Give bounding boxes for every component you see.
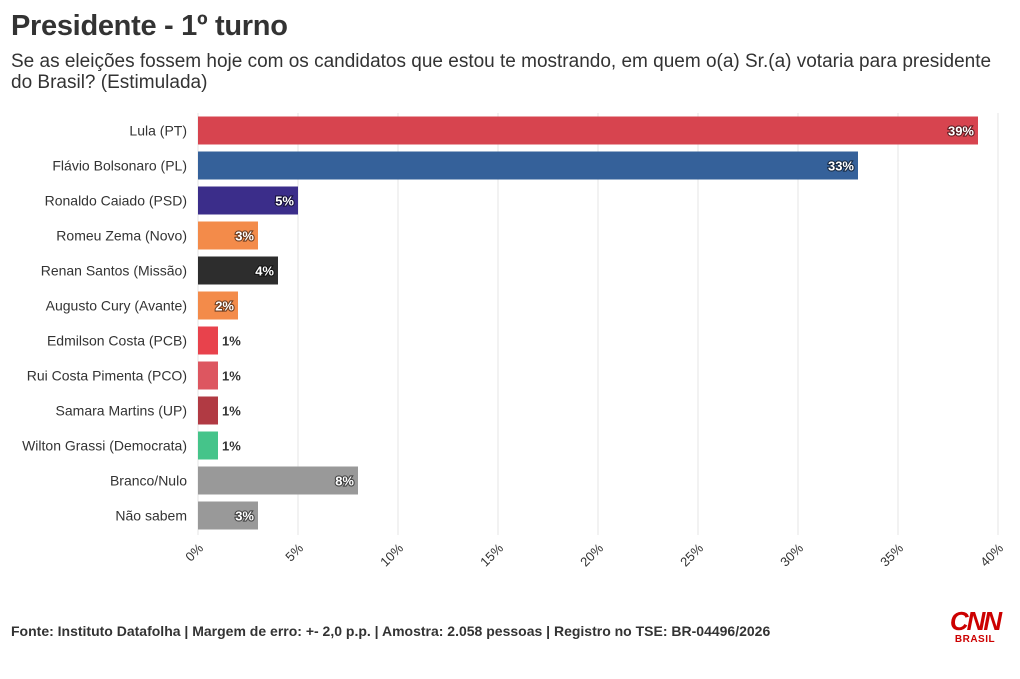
bar <box>198 431 218 460</box>
value-label: 33% <box>828 159 854 174</box>
labels: Lula (PT) 39% Flávio Bolsonaro (PL) 33% Rona… <box>22 122 975 524</box>
category-label: Wilton Grassi (Democrata) <box>22 438 187 454</box>
bar <box>198 186 298 215</box>
category-label: Rui Costa Pimenta (PCO) <box>27 368 187 384</box>
source-note: Fonte: Instituto Datafolha | Margem de e… <box>11 623 771 639</box>
category-label: Não sabem <box>115 508 187 524</box>
bar <box>198 466 358 495</box>
x-tick-label: 40% <box>977 540 1006 569</box>
category-label: Renan Santos (Missão) <box>41 263 187 279</box>
value-label: 3% <box>235 229 254 244</box>
chart-title: Presidente - 1º turno <box>11 10 288 42</box>
bar-chart: Lula (PT) 39% Flávio Bolsonaro (PL) 33% Rona… <box>22 113 1006 570</box>
value-label: 5% <box>275 194 294 209</box>
bar <box>198 396 218 425</box>
x-tick-label: 5% <box>282 540 306 564</box>
bar <box>198 221 258 250</box>
category-label: Samara Martins (UP) <box>56 403 187 419</box>
x-tick-label: 10% <box>377 540 406 569</box>
value-label: 1% <box>222 369 241 384</box>
bar <box>198 361 218 390</box>
value-label: 1% <box>222 439 241 454</box>
value-label: 2% <box>215 299 234 314</box>
bar <box>198 256 278 285</box>
bar <box>198 326 218 355</box>
chart-subtitle: Se as eleições fossem hoje com os candid… <box>11 51 992 93</box>
category-label: Romeu Zema (Novo) <box>56 228 187 244</box>
value-label: 8% <box>335 474 354 489</box>
value-label: 4% <box>255 264 274 279</box>
category-label: Augusto Cury (Avante) <box>46 298 187 314</box>
x-tick-label: 30% <box>777 540 806 569</box>
logo-text: CNN <box>949 606 1002 636</box>
value-label: 1% <box>222 404 241 419</box>
value-label: 3% <box>235 509 254 524</box>
x-tick-label: 35% <box>877 540 906 569</box>
category-label: Ronaldo Caiado (PSD) <box>45 193 187 209</box>
x-tick-label: 20% <box>577 540 606 569</box>
x-axis-ticks: 0% 5% 10% 15% 20% 25% 30% 35% 40% <box>182 540 1006 569</box>
category-label: Flávio Bolsonaro (PL) <box>52 158 187 174</box>
x-tick-label: 25% <box>677 540 706 569</box>
category-label: Edmilson Costa (PCB) <box>47 333 187 349</box>
bar <box>198 151 858 180</box>
value-label: 39% <box>948 124 974 139</box>
bar <box>198 291 238 320</box>
category-label: Branco/Nulo <box>110 473 187 489</box>
x-tick-label: 0% <box>182 540 206 564</box>
bars <box>198 116 978 530</box>
value-label: 1% <box>222 334 241 349</box>
bar <box>198 501 258 530</box>
bar <box>198 116 978 145</box>
grid-lines <box>197 113 999 535</box>
x-tick-label: 15% <box>477 540 506 569</box>
logo-subtext: BRASIL <box>954 634 996 645</box>
category-label: Lula (PT) <box>129 123 187 139</box>
cnn-brasil-logo: CNN BRASIL <box>946 608 1004 646</box>
